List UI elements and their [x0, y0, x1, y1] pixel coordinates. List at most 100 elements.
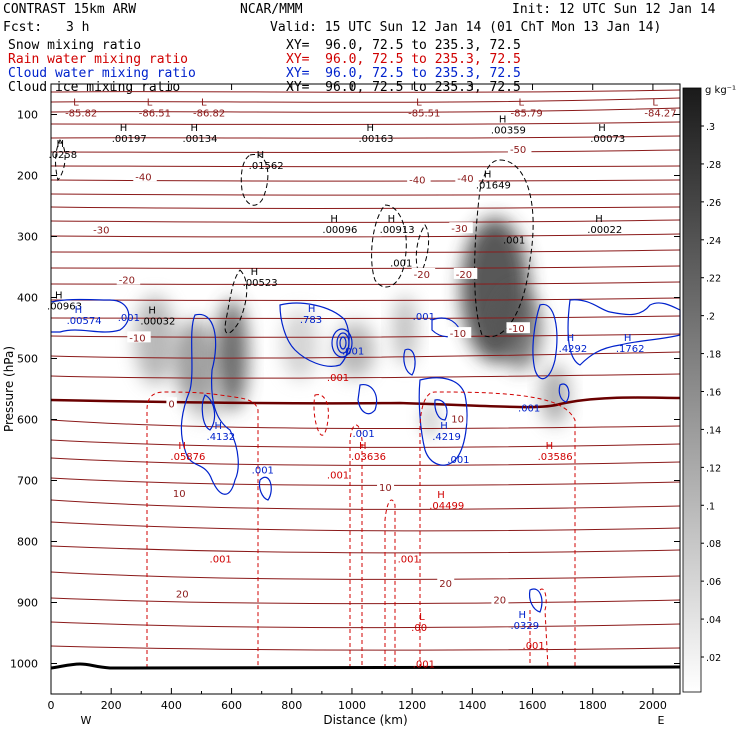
- isotherm-labels: -40 -30 -20 -10 0 10 10 20 20 -40 -40 -30 -20 -20 -10 -…: [91, 142, 532, 607]
- extremum-value: -86.51: [139, 109, 171, 120]
- isotherm-label-bg: [377, 480, 395, 492]
- isotherm-label: 20: [493, 596, 506, 607]
- contour-label-rain-water: .001: [523, 641, 545, 652]
- extremum-mark: H: [57, 139, 65, 150]
- extremum-mark: H: [484, 170, 492, 181]
- contour-label-rain-water: .001: [413, 660, 435, 671]
- isotherm-label-bg: [127, 331, 151, 343]
- extremum-value: .01562: [249, 161, 284, 172]
- extremum-value: -86.82: [193, 109, 225, 120]
- extremum-value: .03636: [351, 452, 386, 463]
- x-tick-label: 600: [221, 699, 242, 712]
- contour-label-cloud-water: .001: [118, 313, 140, 324]
- x-tick-label: 1400: [458, 699, 486, 712]
- isotherm-label: 20: [176, 590, 189, 601]
- field-xy-snow: XY= 96.0, 72.5 to 235.3, 72.5: [286, 38, 521, 53]
- extremum-mark: H: [437, 490, 445, 501]
- isotherm-label-bg: [411, 267, 436, 279]
- contour-label-cloud-water: .001: [352, 429, 374, 440]
- extremum-mark: H: [330, 214, 338, 225]
- temperature-isotherms: [51, 89, 680, 651]
- init-time: Init: 12 UTC Sun 12 Jan 14: [512, 2, 716, 17]
- x-tick-label: 200: [101, 699, 122, 712]
- extremum-mark: L: [73, 98, 79, 109]
- isotherm-label: 10: [379, 483, 392, 494]
- extremum-value: .00523: [243, 278, 278, 289]
- extremum-mark: H: [388, 214, 396, 225]
- extremum-mark: L: [416, 98, 422, 109]
- y-tick-label: 800: [17, 536, 38, 549]
- extremum-mark: H: [598, 123, 606, 134]
- field-name-snow: Snow mixing ratio: [8, 38, 142, 53]
- extremum-mark: H: [251, 267, 259, 278]
- extremum-mark: H: [567, 333, 575, 344]
- colorbar-label: .04: [706, 615, 721, 626]
- field-name-rain: Rain water mixing ratio: [8, 52, 189, 67]
- isotherm-label-bg: [507, 142, 532, 154]
- isotherm-label-bg: [173, 587, 191, 599]
- extremum-mark: L: [652, 98, 658, 109]
- isotherm-label: -40: [457, 174, 473, 185]
- colorbar-labels: .3 .28 .26 .24 .22 .2 .18 .16 .14 .12 .1 .08 .06 .04.…: [701, 122, 721, 664]
- field-xy-cloud-water: XY= 96.0, 72.5 to 235.3, 72.5: [286, 66, 521, 81]
- extremum-mark: H: [308, 304, 316, 315]
- contour-label-snow: .001: [503, 236, 525, 247]
- extremum-mark: L: [201, 98, 207, 109]
- colorbar-label: .2: [706, 312, 715, 323]
- extremum-mark: H: [257, 150, 265, 161]
- isotherm-label: 20: [439, 579, 452, 590]
- extremum-mark: L: [419, 612, 425, 623]
- colorbar-label: .08: [706, 539, 721, 550]
- x-axis-title: Distance (km): [323, 713, 407, 727]
- extremum-value: .4292: [559, 344, 588, 355]
- y-tick-label: 1000: [10, 658, 38, 671]
- colorbar-label: .12: [706, 463, 721, 474]
- isotherm-label: -50: [510, 145, 526, 156]
- extremum-value: -85.79: [510, 109, 542, 120]
- isotherm-label: -30: [93, 225, 109, 236]
- extremum-mark: H: [367, 123, 375, 134]
- contour-label-rain-water: .001: [327, 373, 349, 384]
- center-title: NCAR/MMM: [240, 2, 303, 17]
- extremum-value: .00197: [112, 134, 147, 145]
- extremum-value: .04499: [429, 501, 464, 512]
- isotherm-label-bg: [449, 412, 467, 424]
- extremum-mark: H: [499, 115, 507, 126]
- forecast-label: Fcst:: [3, 20, 43, 35]
- colorbar-label: .22: [706, 274, 721, 285]
- isotherm-label: -30: [451, 224, 467, 235]
- isotherm-label-bg: [491, 593, 509, 605]
- contour-label-cloud-water: .001: [518, 403, 540, 414]
- contour-label-cloud-water: .001: [413, 312, 435, 323]
- forecast-hour: 3 h: [66, 20, 90, 35]
- colorbar-label: .16: [706, 388, 721, 399]
- extremum-mark: H: [624, 333, 632, 344]
- contour-label-cloud-water: .001: [447, 455, 469, 466]
- x-right-end-label: E: [658, 714, 665, 727]
- y-tick-label: 600: [17, 414, 38, 427]
- extremum-mark: H: [178, 441, 186, 452]
- y-tick-label: 900: [17, 597, 38, 610]
- contour-label-rain-water: .001: [398, 555, 420, 566]
- extremum-mark: H: [440, 421, 448, 432]
- max-min-labels: L-85.82L-86.51L-86.82L-85.51L-85.79L-84.…: [47, 98, 677, 634]
- extremum-value: .01649: [476, 181, 511, 192]
- contour-label-snow: .001: [390, 259, 412, 270]
- extremum-value: .00913: [380, 225, 415, 236]
- field-name-cloud-water: Cloud water mixing ratio: [8, 66, 196, 81]
- isotherm-label-bg: [453, 267, 478, 279]
- isotherm-label: -10: [129, 333, 145, 344]
- isotherm-label-bg: [166, 397, 177, 409]
- x-tick-label: 400: [161, 699, 182, 712]
- isotherm-label: 10: [173, 489, 186, 500]
- colorbar-unit: g kg⁻¹: [705, 85, 736, 96]
- y-tick-label: 700: [17, 475, 38, 488]
- extremum-value: .05876: [170, 452, 205, 463]
- contour-label-cloud-water: .001: [252, 466, 274, 477]
- extremum-mark: L: [147, 98, 153, 109]
- extremum-mark: H: [148, 306, 156, 317]
- x-tick-label: 1000: [338, 699, 366, 712]
- x-tick-label: 2000: [639, 699, 667, 712]
- extremum-mark: H: [55, 290, 63, 301]
